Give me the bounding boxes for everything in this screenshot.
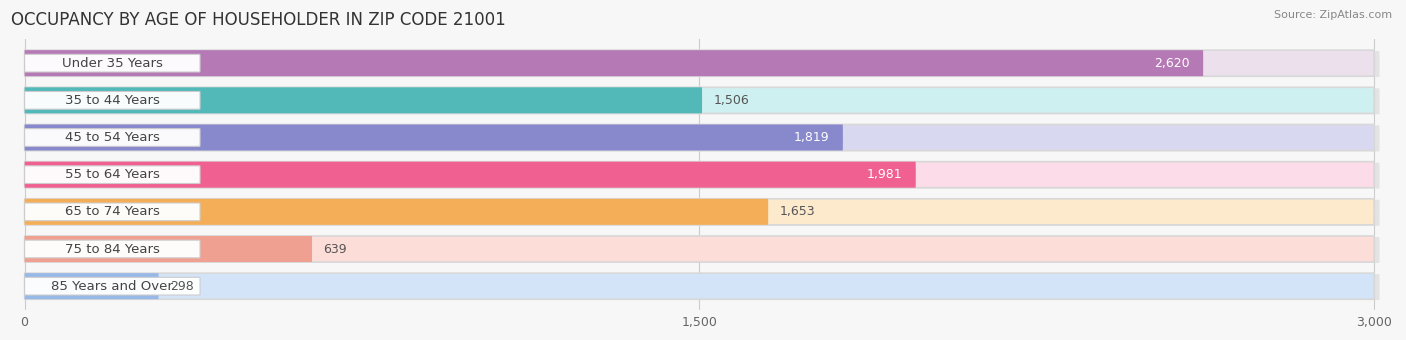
FancyBboxPatch shape [25, 87, 702, 113]
Text: 45 to 54 Years: 45 to 54 Years [65, 131, 160, 144]
FancyBboxPatch shape [25, 50, 1204, 76]
Text: OCCUPANCY BY AGE OF HOUSEHOLDER IN ZIP CODE 21001: OCCUPANCY BY AGE OF HOUSEHOLDER IN ZIP C… [11, 11, 506, 29]
FancyBboxPatch shape [25, 129, 200, 146]
Text: 1,653: 1,653 [779, 205, 815, 218]
Text: 1,981: 1,981 [866, 168, 903, 181]
FancyBboxPatch shape [25, 203, 200, 221]
Text: 55 to 64 Years: 55 to 64 Years [65, 168, 160, 181]
Text: 1,819: 1,819 [794, 131, 830, 144]
FancyBboxPatch shape [25, 162, 1374, 188]
FancyBboxPatch shape [25, 200, 1379, 226]
Text: 65 to 74 Years: 65 to 74 Years [65, 205, 160, 218]
FancyBboxPatch shape [25, 54, 200, 72]
FancyBboxPatch shape [25, 199, 768, 225]
FancyBboxPatch shape [25, 124, 842, 151]
FancyBboxPatch shape [25, 273, 159, 299]
Text: Source: ZipAtlas.com: Source: ZipAtlas.com [1274, 10, 1392, 20]
FancyBboxPatch shape [25, 163, 1379, 189]
Text: 639: 639 [323, 242, 347, 255]
FancyBboxPatch shape [25, 240, 200, 258]
FancyBboxPatch shape [25, 125, 1379, 151]
Text: 75 to 84 Years: 75 to 84 Years [65, 242, 160, 255]
FancyBboxPatch shape [25, 50, 1374, 76]
Text: 1,506: 1,506 [713, 94, 749, 107]
FancyBboxPatch shape [25, 166, 200, 184]
FancyBboxPatch shape [25, 124, 1374, 151]
FancyBboxPatch shape [25, 236, 1374, 262]
FancyBboxPatch shape [25, 277, 200, 295]
Text: Under 35 Years: Under 35 Years [62, 57, 163, 70]
FancyBboxPatch shape [25, 162, 915, 188]
Text: 2,620: 2,620 [1154, 57, 1189, 70]
Text: 298: 298 [170, 280, 194, 293]
FancyBboxPatch shape [25, 237, 1379, 263]
Text: 35 to 44 Years: 35 to 44 Years [65, 94, 160, 107]
Text: 85 Years and Over: 85 Years and Over [52, 280, 173, 293]
FancyBboxPatch shape [25, 91, 200, 109]
FancyBboxPatch shape [25, 51, 1379, 77]
FancyBboxPatch shape [25, 273, 1374, 299]
FancyBboxPatch shape [25, 87, 1374, 113]
FancyBboxPatch shape [25, 199, 1374, 225]
FancyBboxPatch shape [25, 88, 1379, 114]
FancyBboxPatch shape [25, 274, 1379, 300]
FancyBboxPatch shape [25, 236, 312, 262]
